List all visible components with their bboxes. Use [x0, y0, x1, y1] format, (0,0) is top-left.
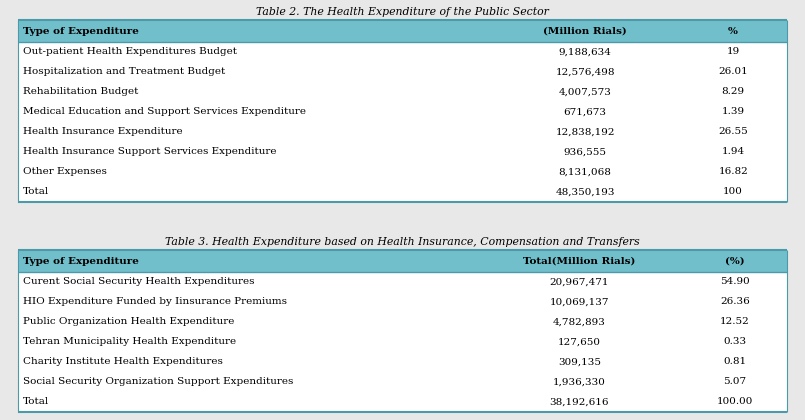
Text: Type of Expenditure: Type of Expenditure: [23, 26, 139, 36]
Text: 309,135: 309,135: [558, 357, 601, 367]
Text: Rehabilitation Budget: Rehabilitation Budget: [23, 87, 138, 97]
Text: 12,576,498: 12,576,498: [555, 68, 615, 76]
Text: 12.52: 12.52: [720, 318, 750, 326]
Bar: [18, 62, 787, 82]
Text: 0.81: 0.81: [724, 357, 747, 367]
Text: Health Insurance Support Services Expenditure: Health Insurance Support Services Expend…: [23, 147, 276, 157]
Text: 1,936,330: 1,936,330: [553, 378, 606, 386]
Bar: [18, 332, 787, 352]
Text: 1.94: 1.94: [721, 147, 745, 157]
Bar: [491, 20, 679, 42]
Text: 671,673: 671,673: [564, 108, 607, 116]
Text: 4,007,573: 4,007,573: [559, 87, 612, 97]
Text: (Million Rials): (Million Rials): [543, 26, 627, 36]
Text: Health Insurance Expenditure: Health Insurance Expenditure: [23, 128, 183, 136]
Bar: [18, 352, 787, 372]
Text: Medical Education and Support Services Expenditure: Medical Education and Support Services E…: [23, 108, 306, 116]
Text: 1.39: 1.39: [721, 108, 745, 116]
Text: 0.33: 0.33: [724, 338, 747, 346]
Text: 10,069,137: 10,069,137: [550, 297, 609, 307]
Text: 100: 100: [723, 187, 743, 197]
Bar: [18, 82, 787, 102]
Text: %: %: [729, 26, 738, 36]
Text: 9,188,634: 9,188,634: [559, 47, 612, 57]
Bar: [18, 292, 787, 312]
Text: 38,192,616: 38,192,616: [550, 397, 609, 407]
Text: 26.01: 26.01: [718, 68, 748, 76]
Bar: [18, 162, 787, 182]
Bar: [18, 20, 491, 42]
Text: 936,555: 936,555: [564, 147, 607, 157]
Text: Curent Social Security Health Expenditures: Curent Social Security Health Expenditur…: [23, 278, 254, 286]
Bar: [18, 122, 787, 142]
Text: 4,782,893: 4,782,893: [553, 318, 606, 326]
Text: Total(Million Rials): Total(Million Rials): [523, 257, 636, 265]
Text: 54.90: 54.90: [720, 278, 750, 286]
Text: 19: 19: [727, 47, 740, 57]
Bar: [18, 372, 787, 392]
Bar: [18, 250, 476, 272]
Bar: [18, 312, 787, 332]
Text: Total: Total: [23, 187, 49, 197]
Text: Other Expenses: Other Expenses: [23, 168, 107, 176]
Text: Hospitalization and Treatment Budget: Hospitalization and Treatment Budget: [23, 68, 225, 76]
Text: Charity Institute Health Expenditures: Charity Institute Health Expenditures: [23, 357, 223, 367]
Text: Table 3. Health Expenditure based on Health Insurance, Compensation and Transfer: Table 3. Health Expenditure based on Hea…: [165, 237, 640, 247]
Bar: [18, 142, 787, 162]
Text: 127,650: 127,650: [558, 338, 601, 346]
Bar: [18, 182, 787, 202]
Text: 100.00: 100.00: [717, 397, 753, 407]
Text: 12,838,192: 12,838,192: [555, 128, 615, 136]
Text: 20,967,471: 20,967,471: [550, 278, 609, 286]
Text: Tehran Municipality Health Expenditure: Tehran Municipality Health Expenditure: [23, 338, 236, 346]
Text: Total: Total: [23, 397, 49, 407]
Text: HIO Expenditure Funded by Iinsurance Premiums: HIO Expenditure Funded by Iinsurance Pre…: [23, 297, 287, 307]
Bar: [18, 272, 787, 292]
Bar: [679, 20, 787, 42]
Text: 48,350,193: 48,350,193: [555, 187, 615, 197]
Text: Social Security Organization Support Expenditures: Social Security Organization Support Exp…: [23, 378, 293, 386]
Text: 26.55: 26.55: [718, 128, 748, 136]
Bar: [18, 392, 787, 412]
Text: Public Organization Health Expenditure: Public Organization Health Expenditure: [23, 318, 234, 326]
Bar: [18, 42, 787, 62]
Text: 16.82: 16.82: [718, 168, 748, 176]
Text: Type of Expenditure: Type of Expenditure: [23, 257, 139, 265]
Bar: [18, 102, 787, 122]
Text: Table 2. The Health Expenditure of the Public Sector: Table 2. The Health Expenditure of the P…: [256, 7, 549, 17]
Text: Out-patient Health Expenditures Budget: Out-patient Health Expenditures Budget: [23, 47, 237, 57]
Bar: [683, 250, 787, 272]
Bar: [476, 250, 683, 272]
Text: (%): (%): [725, 257, 745, 265]
Text: 8.29: 8.29: [721, 87, 745, 97]
Text: 26.36: 26.36: [720, 297, 750, 307]
Text: 5.07: 5.07: [724, 378, 747, 386]
Text: 8,131,068: 8,131,068: [559, 168, 612, 176]
